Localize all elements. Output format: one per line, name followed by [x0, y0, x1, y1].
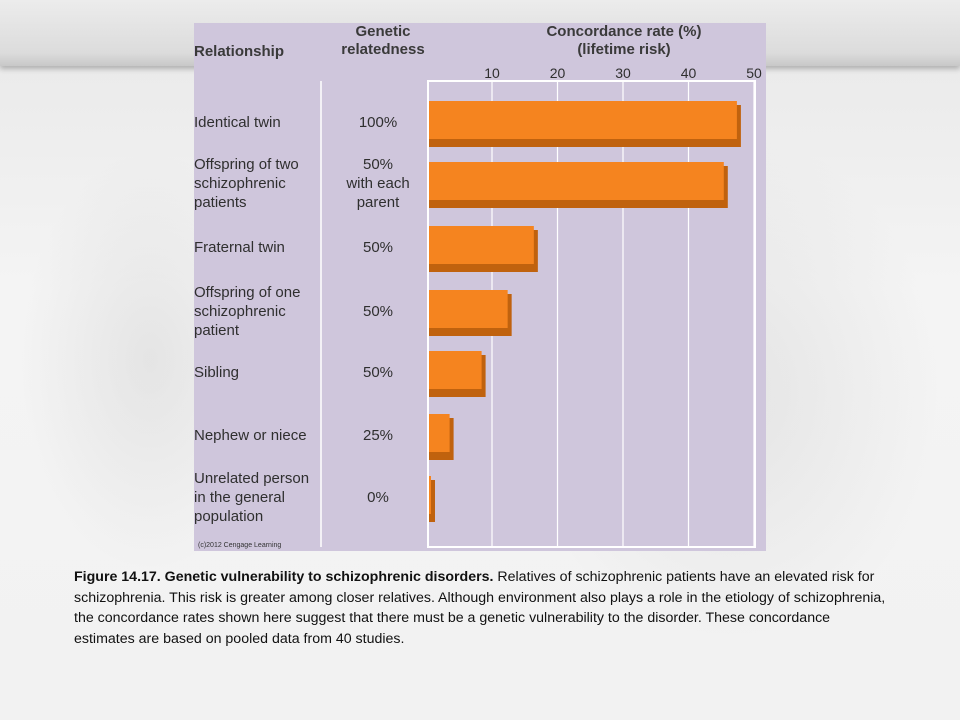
bar-shadow: [429, 480, 435, 522]
row-label-relationship: Unrelated person: [194, 470, 309, 487]
row-label-relationship: schizophrenic: [194, 303, 286, 320]
bar: [429, 101, 737, 139]
header-relationship: Relationship: [194, 43, 284, 60]
bar: [429, 414, 450, 452]
row-label-relationship: Fraternal twin: [194, 239, 285, 256]
figure-caption: Figure 14.17. Genetic vulnerability to s…: [74, 567, 894, 649]
row-label-relatedness: parent: [357, 194, 400, 211]
x-tick-label: 20: [550, 65, 566, 81]
caption-body: Relatives of schizophrenic patients have…: [74, 569, 886, 647]
x-tick-label: 30: [615, 65, 631, 81]
row-label-relationship: Offspring of one: [194, 284, 300, 301]
row-label-relatedness: 0%: [367, 489, 389, 506]
concordance-chart: 10 20 30 40 50 Relationship Geneticrelatedness…: [194, 23, 762, 549]
row-label-relatedness: 50%: [363, 156, 393, 173]
row-label-relatedness: 25%: [363, 427, 393, 444]
x-tick-label: 10: [484, 65, 500, 81]
row-label-relationship: Nephew or niece: [194, 427, 307, 444]
row-label-relationship: population: [194, 508, 263, 525]
row-label-relationship: patient: [194, 322, 240, 339]
row-label-relationship: Identical twin: [194, 114, 281, 131]
row-label-relationship: schizophrenic: [194, 175, 286, 192]
row-label-relationship: in the general: [194, 489, 285, 506]
header-concordance-rate: (lifetime risk): [577, 41, 670, 58]
x-tick-label: 50: [746, 65, 762, 81]
header-relatedness: Genetic: [355, 23, 410, 40]
x-tick-label: 40: [681, 65, 697, 81]
bar: [429, 351, 482, 389]
header-relatedness: relatedness: [341, 41, 424, 58]
row-label-relationship: patients: [194, 194, 247, 211]
caption-lead: Figure 14.17. Genetic vulnerability to s…: [74, 569, 494, 585]
bar: [429, 290, 508, 328]
row-label-relatedness: 50%: [363, 303, 393, 320]
bar: [429, 162, 724, 200]
row-label-relatedness: 50%: [363, 239, 393, 256]
chart-figure: 10 20 30 40 50 Relationship Genetic relatedness…: [194, 23, 766, 551]
row-label-relationship: Sibling: [194, 364, 239, 381]
row-label-relatedness: 50%: [363, 364, 393, 381]
header-concordance-rate: Concordance rate (%): [546, 23, 701, 40]
bar: [429, 226, 534, 264]
bar: [429, 476, 431, 514]
row-label-relatedness: with each: [345, 175, 409, 192]
copyright-text: (c)2012 Cengage Learning: [198, 542, 281, 549]
row-label-relationship: Offspring of two: [194, 156, 299, 173]
row-label-relatedness: 100%: [359, 114, 397, 131]
